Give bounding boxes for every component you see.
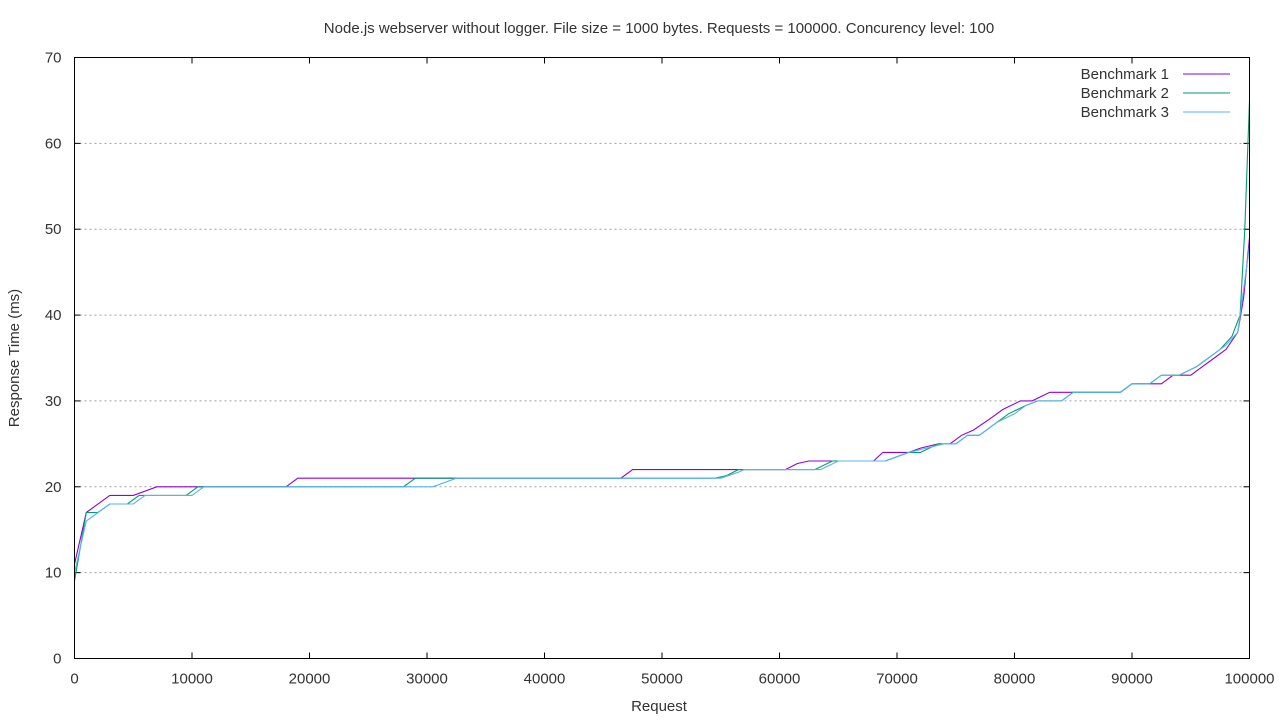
- y-tick-label: 50: [45, 221, 62, 238]
- series-line-benchmark-3: [73, 246, 1251, 573]
- x-tick-label: 100000: [1224, 671, 1274, 688]
- y-tick-label: 30: [45, 393, 62, 410]
- x-tick-label: 60000: [759, 671, 801, 688]
- x-tick-label: 80000: [994, 671, 1036, 688]
- y-tick-label: 40: [45, 307, 62, 324]
- x-tick-label: 70000: [876, 671, 918, 688]
- x-tick-label: 20000: [289, 671, 331, 688]
- plot-frame: [74, 57, 1250, 659]
- x-tick-label: 30000: [406, 671, 448, 688]
- y-tick-label: 60: [45, 135, 62, 152]
- grid-lines: [74, 142, 1250, 574]
- y-tick-label: 70: [45, 50, 62, 67]
- axis-ticks: 0 10 20 30 40 50 60 70 0 10000 20000 30000 40000 5000…: [45, 50, 1275, 688]
- x-tick-label: 90000: [1111, 671, 1153, 688]
- y-axis-label: Response Time (ms): [6, 289, 23, 427]
- x-tick-label: 40000: [524, 671, 566, 688]
- x-tick-label: 50000: [641, 671, 683, 688]
- x-axis-label: Request: [631, 698, 688, 715]
- y-tick-label: 20: [45, 479, 62, 496]
- x-tick-label: 0: [70, 671, 78, 688]
- y-tick-label: 0: [53, 651, 61, 668]
- legend-label: Benchmark 2: [1081, 85, 1169, 102]
- legend-label: Benchmark 1: [1081, 66, 1169, 83]
- chart-title: Node.js webserver without logger. File s…: [324, 20, 994, 37]
- y-tick-label: 10: [45, 565, 62, 582]
- legend: Benchmark 1 Benchmark 2 Benchmark 3: [1081, 66, 1230, 121]
- legend-label: Benchmark 3: [1081, 104, 1169, 121]
- series-line-benchmark-2: [73, 100, 1251, 582]
- x-tick-label: 10000: [171, 671, 213, 688]
- series-lines: [73, 100, 1251, 582]
